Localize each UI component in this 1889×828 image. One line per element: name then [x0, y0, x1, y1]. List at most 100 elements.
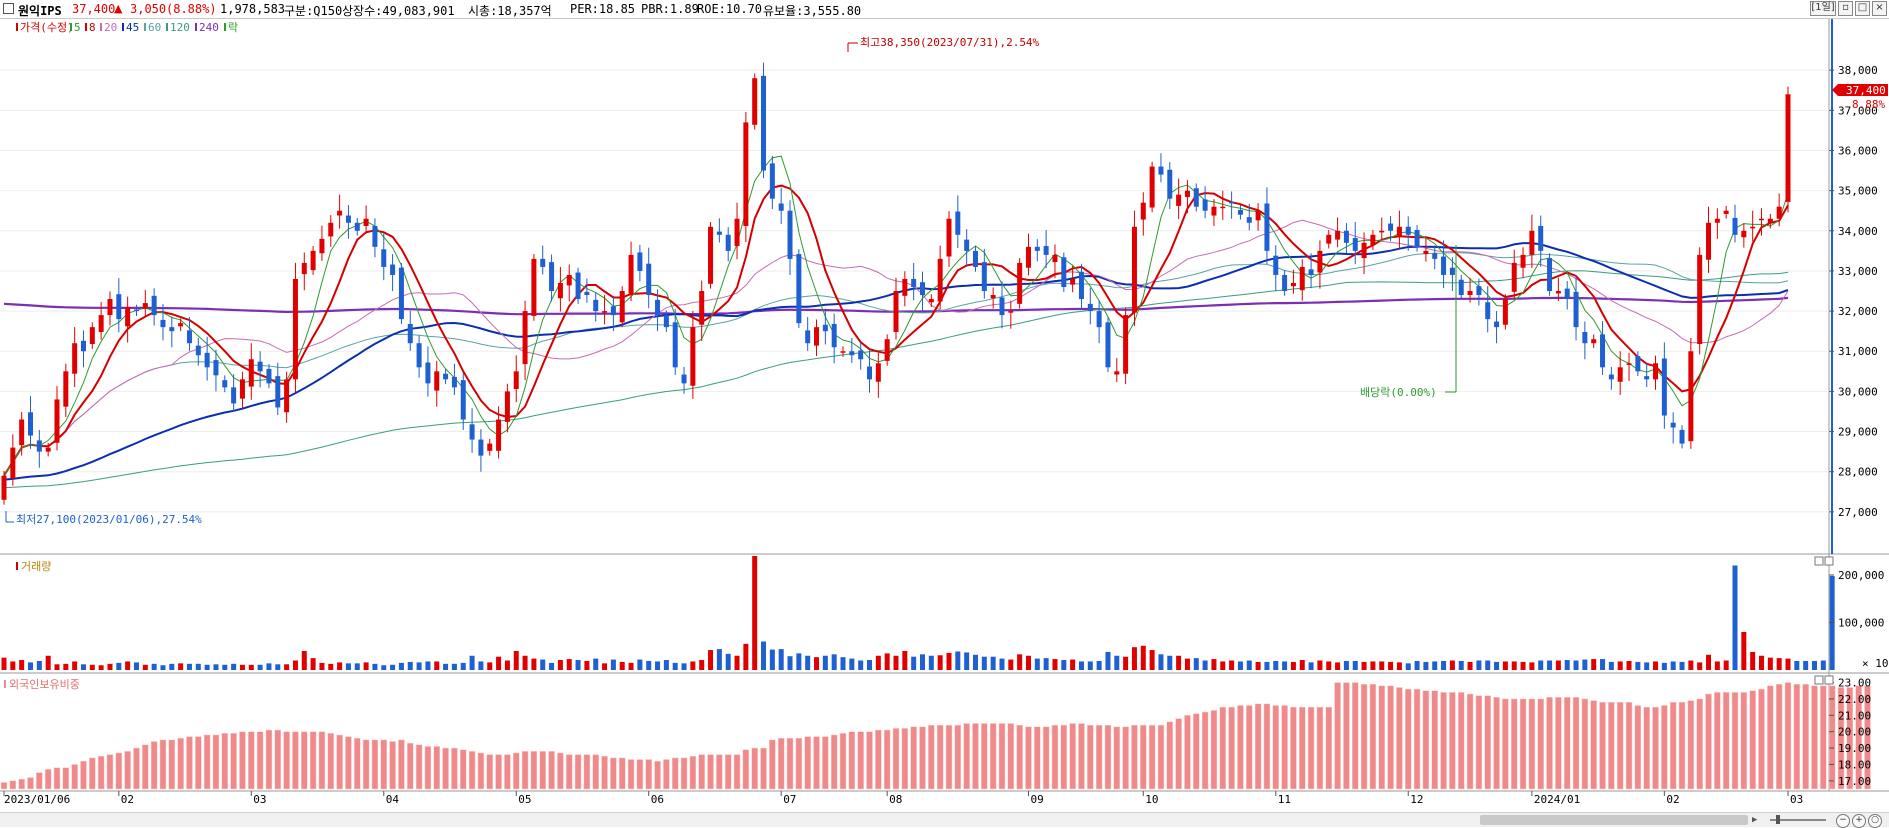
volume-bar: [27, 662, 33, 670]
candle-up: [1423, 250, 1429, 255]
candle-up: [752, 78, 758, 125]
candle-down: [1564, 288, 1570, 300]
date-tick-label: 05: [518, 793, 531, 806]
foreign-bar: [1166, 721, 1174, 790]
candle-up: [337, 210, 343, 216]
volume-bar: [319, 662, 325, 670]
candle-down: [540, 258, 546, 267]
candle-up: [708, 226, 714, 284]
foreign-bar: [36, 772, 43, 790]
foreign-bar: [1457, 692, 1465, 790]
price-change-pct: (8.88%): [166, 2, 217, 16]
close-icon[interactable]: ×: [1872, 1, 1887, 16]
foreign-bar: [274, 729, 282, 790]
volume-bar: [1608, 661, 1614, 670]
per-value: PER:18.85: [570, 2, 636, 16]
volume-bar: [1626, 660, 1632, 670]
candle-down: [646, 263, 652, 296]
foreign-bar: [539, 751, 546, 790]
volume-bar: [1591, 659, 1597, 670]
foreign-bar: [159, 739, 167, 790]
scroll-thumb[interactable]: [1480, 815, 1748, 825]
candle-down: [36, 440, 42, 452]
volume-bar: [125, 661, 131, 670]
foreign-bar: [1581, 698, 1589, 790]
candle-down: [716, 231, 722, 235]
volume-bar: [248, 664, 254, 670]
volume-bar: [964, 652, 970, 670]
volume-bar: [451, 663, 457, 670]
candle-down: [160, 319, 166, 328]
date-tick-label: 03: [253, 793, 266, 806]
foreign-bar: [115, 752, 123, 790]
candle-down: [549, 262, 555, 292]
date-tick-label: 04: [386, 793, 400, 806]
foreign-bar: [1193, 713, 1200, 790]
foreign-bar: [468, 751, 476, 790]
maximize-icon[interactable]: □: [1855, 1, 1870, 16]
ma8-line: [3, 184, 1789, 477]
volume-bar: [1449, 660, 1455, 670]
foreign-bar: [221, 733, 229, 790]
volume-bar: [716, 649, 722, 670]
chart-scrollbar[interactable]: ▶ − + ○: [0, 812, 1889, 828]
panel-maximize-icon[interactable]: [1814, 556, 1824, 566]
foreign-bar: [1528, 698, 1536, 790]
zoom-slider[interactable]: [1770, 819, 1826, 821]
foreign-bar: [1396, 687, 1403, 790]
current-price-tag: 37,400 8.88%: [1832, 84, 1888, 111]
zoom-slider-handle[interactable]: [1776, 815, 1780, 824]
volume-bar: [301, 651, 307, 670]
volume-bar: [1441, 660, 1447, 670]
candle-down: [787, 210, 793, 259]
candle-up: [946, 218, 952, 257]
volume-bars: [1, 556, 1835, 670]
panel-close-icon[interactable]: [1824, 556, 1834, 566]
foreign-bar: [1775, 683, 1783, 790]
legend-swatch: [4, 680, 6, 688]
volume-bar: [354, 663, 360, 670]
panel-maximize-icon[interactable]: [1814, 675, 1824, 685]
volume-bar: [1794, 660, 1800, 670]
candle-down: [1308, 269, 1314, 275]
volume-bar: [981, 656, 987, 670]
candle-up: [928, 299, 934, 303]
candle-up: [504, 391, 510, 422]
foreign-legend: 외국인보유비중: [4, 678, 80, 691]
volume-bar: [98, 665, 104, 670]
foreign-bar: [866, 731, 873, 790]
candle-down: [195, 345, 201, 356]
restore-icon[interactable]: ▫: [1838, 1, 1853, 16]
foreign-bar: [530, 751, 538, 790]
foreign-bar: [133, 747, 140, 790]
foreign-bar: [256, 731, 264, 790]
zoom-out-icon[interactable]: −: [1836, 814, 1850, 828]
foreign-bar: [1422, 690, 1430, 790]
candle-down: [964, 239, 970, 251]
foreign-bar: [1466, 693, 1474, 790]
candle-down: [1538, 225, 1544, 251]
foreign-bar: [1316, 706, 1324, 790]
foreign-bar: [1404, 688, 1412, 790]
candle-up: [814, 327, 820, 346]
candle-up: [1317, 250, 1323, 273]
candle-up: [19, 419, 25, 446]
dividend-annotation-text: 배당락(0.00%): [1360, 386, 1437, 399]
candle-down: [655, 299, 661, 316]
panel-checkbox[interactable]: [3, 3, 14, 14]
candlestick-series: [1, 62, 1791, 505]
foreign-bar: [654, 760, 661, 790]
candle-down: [981, 262, 987, 292]
foreign-bar: [1069, 723, 1076, 790]
legend-swatch: [70, 23, 72, 31]
legend-swatch: [195, 23, 197, 31]
scroll-right-arrow-icon[interactable]: ▶: [1752, 815, 1758, 825]
candle-up: [1123, 315, 1129, 374]
foreign-bar: [292, 731, 299, 790]
period-button[interactable]: [1일]: [1810, 1, 1836, 16]
volume-bar: [89, 664, 95, 670]
foreign-tick-label: 20.00: [1838, 726, 1871, 739]
panel-close-icon[interactable]: [1824, 675, 1834, 685]
candle-down: [1608, 374, 1614, 380]
